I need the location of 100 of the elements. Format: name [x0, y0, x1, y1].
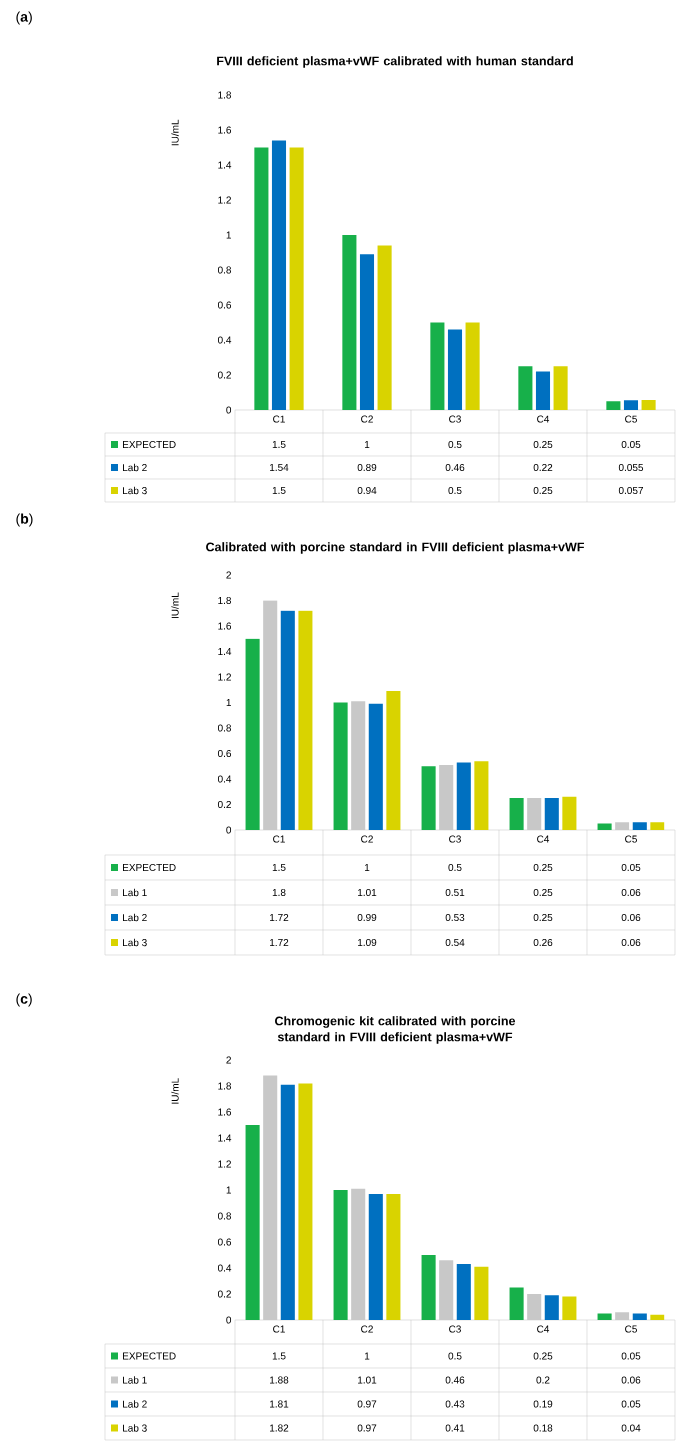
- y-tick-label: 1.2: [218, 196, 231, 204]
- y-tick-label: 1.2: [218, 673, 231, 681]
- data-label: 0.53: [445, 913, 465, 922]
- legend-label: Lab 1: [123, 1376, 147, 1384]
- bar: [333, 1189, 348, 1320]
- data-label: 0.41: [445, 1424, 465, 1432]
- data-label: 0.25: [533, 888, 553, 897]
- bar: [351, 701, 366, 830]
- legend-label: Lab 3: [123, 486, 147, 495]
- bar: [333, 702, 348, 830]
- data-label: 0.22: [533, 463, 553, 472]
- bar: [439, 1260, 454, 1320]
- y-tick-label: 0.6: [217, 301, 232, 309]
- y-tick-label: 0.8: [217, 724, 232, 732]
- chart-title: Chromogenic kit calibrated with porcine standard in FVIII deficient plasma+vWF: [275, 1016, 516, 1044]
- y-tick-label: 0.6: [217, 1238, 232, 1246]
- data-label: 0.06: [621, 913, 641, 922]
- bar: [289, 147, 304, 410]
- data-label: 0.19: [533, 1400, 553, 1408]
- y-tick-label: 2: [226, 571, 231, 579]
- x-tick-label: C4: [537, 1325, 550, 1333]
- data-label: 0.97: [357, 1400, 377, 1408]
- x-tick-label: C3: [449, 415, 461, 423]
- y-tick-label: 1.6: [218, 622, 232, 630]
- data-label: 1.5: [272, 487, 286, 494]
- y-tick-label: 1.6: [218, 1108, 232, 1116]
- data-label: 1.72: [270, 914, 289, 921]
- chart-title: Calibrated with porcine standard in FVIII deficient plasma+vWF: [206, 542, 584, 554]
- data-label: 0.5: [448, 440, 462, 449]
- data-label: 1.01: [358, 888, 377, 897]
- data-label: 0.5: [448, 863, 462, 872]
- legend-label: EXPECTED: [123, 863, 176, 872]
- bar: [641, 400, 656, 410]
- y-tick-label: 0.6: [217, 749, 232, 758]
- bar: [650, 822, 665, 830]
- data-label: 0.06: [621, 1376, 641, 1384]
- data-label: 0.05: [621, 440, 641, 449]
- bar: [271, 140, 287, 410]
- data-label: 1.54: [270, 464, 289, 471]
- data-label: 0.055: [618, 463, 644, 472]
- x-tick-label: C2: [361, 835, 373, 843]
- y-tick-label: 1.8: [218, 1082, 232, 1090]
- bar: [280, 1084, 295, 1320]
- bar: [263, 1075, 278, 1320]
- bar: [456, 762, 471, 830]
- bar: [615, 1312, 630, 1320]
- bar: [544, 798, 559, 830]
- data-label: 1.81: [270, 1400, 289, 1408]
- text: (a): [16, 11, 32, 25]
- x-tick-label: C1: [273, 1325, 285, 1333]
- bar: [342, 235, 357, 410]
- bar: [509, 1287, 524, 1320]
- bar: [632, 822, 647, 830]
- data-label: 0.25: [533, 1352, 553, 1360]
- bar: [359, 254, 375, 410]
- bar: [606, 401, 621, 410]
- y-tick-label: 0.2: [217, 1290, 231, 1298]
- data-label: 0.54: [445, 938, 465, 947]
- bar: [245, 1124, 260, 1320]
- bar: [386, 1193, 401, 1320]
- y-tick-label: 0.8: [217, 266, 232, 274]
- data-label: 1.8: [272, 888, 286, 897]
- data-label: 0.06: [621, 888, 641, 897]
- legend-label: Lab 1: [123, 888, 147, 897]
- bar: [650, 1314, 665, 1320]
- data-label: 0.05: [621, 863, 641, 872]
- bar: [553, 366, 568, 410]
- data-label: 0.05: [621, 1352, 641, 1360]
- data-label: 1: [364, 441, 370, 448]
- y-tick-label: 1.4: [218, 648, 232, 655]
- x-tick-label: C3: [449, 1325, 461, 1333]
- data-label: 0.25: [533, 486, 553, 495]
- data-label: 0.46: [445, 463, 465, 472]
- legend-label: Lab 3: [123, 938, 147, 947]
- bar: [368, 1193, 383, 1320]
- data-label: 0.5: [448, 1352, 462, 1360]
- data-label: 0.51: [445, 888, 465, 897]
- x-tick-label: C5: [625, 835, 637, 843]
- bar: [421, 766, 436, 830]
- data-label: 0.05: [621, 1400, 641, 1408]
- y-tick-label: 0: [226, 1316, 232, 1324]
- y-tick-label: 1.2: [218, 1160, 231, 1168]
- data-label: 0.06: [621, 938, 641, 947]
- y-tick-label: 1: [226, 699, 231, 706]
- x-tick-label: C5: [625, 1325, 637, 1333]
- y-tick-label: 0.4: [217, 336, 232, 344]
- bar: [562, 1296, 577, 1320]
- bar: [263, 600, 278, 830]
- y-tick-label: 1.8: [218, 91, 232, 99]
- bar: [615, 822, 630, 830]
- legend-label: Lab 2: [123, 463, 147, 472]
- data-label: 1.82: [270, 1424, 289, 1432]
- data-label: 0.5: [448, 486, 462, 495]
- data-label: 0.26: [533, 938, 553, 947]
- y-tick-label: 0: [226, 406, 232, 414]
- bar: [632, 1313, 647, 1320]
- bar: [368, 703, 383, 830]
- bar: [597, 823, 612, 830]
- y-tick-label: 1: [226, 231, 231, 239]
- data-label: 0.89: [357, 463, 377, 472]
